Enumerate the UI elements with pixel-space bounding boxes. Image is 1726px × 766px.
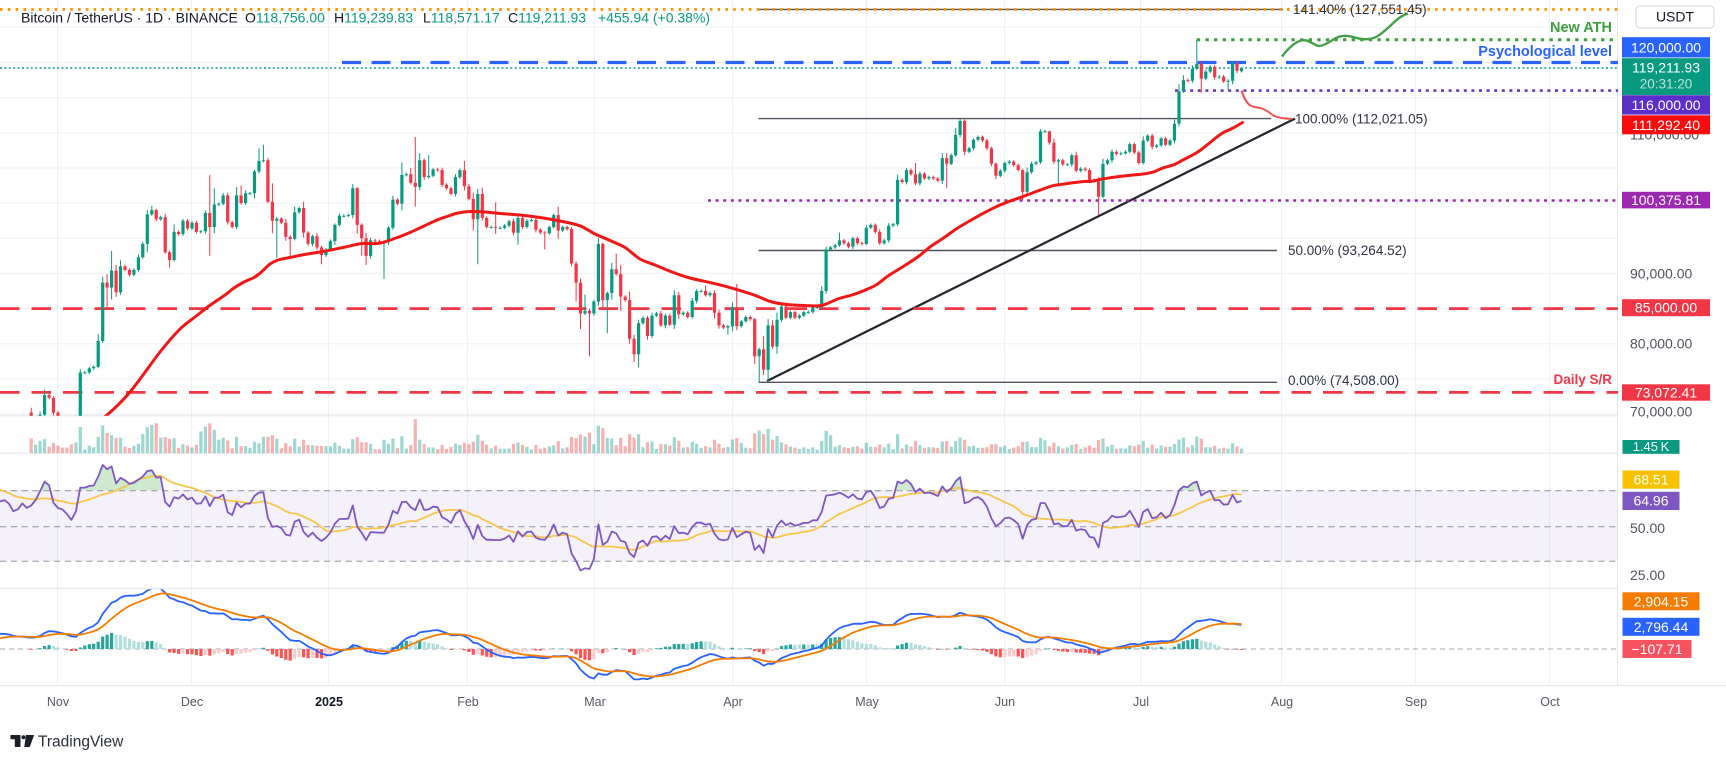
svg-text:100.00% (112,021.05): 100.00% (112,021.05) [1295,112,1428,127]
svg-text:Dec: Dec [181,695,203,709]
svg-text:2,796.44: 2,796.44 [1634,619,1689,635]
svg-text:−107.71: −107.71 [1632,641,1683,657]
svg-text:Mar: Mar [584,695,606,709]
svg-text:Daily S/R: Daily S/R [1553,372,1612,387]
svg-text:70,000.00: 70,000.00 [1630,404,1692,420]
svg-text:141.40% (127,551.45): 141.40% (127,551.45) [1293,2,1427,17]
svg-text:119,211.93: 119,211.93 [1632,60,1700,76]
svg-text:Sep: Sep [1405,695,1427,709]
svg-text:116,000.00: 116,000.00 [1631,97,1700,113]
svg-text:64.96: 64.96 [1633,493,1668,509]
svg-text:25.00: 25.00 [1630,567,1665,583]
svg-text:May: May [855,695,879,709]
svg-text:111,292.40: 111,292.40 [1632,117,1700,133]
svg-text:20:31:20: 20:31:20 [1640,77,1693,92]
svg-text:1.45 K: 1.45 K [1633,439,1670,454]
svg-text:Psychological level: Psychological level [1478,44,1612,60]
svg-text:120,000.00: 120,000.00 [1631,39,1701,55]
svg-text:Oct: Oct [1540,695,1560,709]
svg-text:73,072.41: 73,072.41 [1635,385,1697,401]
svg-text:USDT: USDT [1656,9,1695,25]
svg-text:Nov: Nov [47,695,70,709]
svg-text:Aug: Aug [1271,695,1293,709]
svg-text:Bitcoin / TetherUS · 1D · BINA: Bitcoin / TetherUS · 1D · BINANCE [21,10,238,26]
svg-text:90,000.00: 90,000.00 [1630,265,1692,281]
svg-text:2,904.15: 2,904.15 [1634,593,1689,609]
svg-text:50.00% (93,264.52): 50.00% (93,264.52) [1288,243,1407,258]
svg-text:85,000.00: 85,000.00 [1635,300,1697,316]
svg-text:Jul: Jul [1133,695,1149,709]
svg-text:Apr: Apr [723,695,742,709]
svg-text:0.00% (74,508.00): 0.00% (74,508.00) [1288,373,1399,388]
svg-text:TradingView: TradingView [38,734,124,751]
svg-text:New ATH: New ATH [1550,20,1612,36]
svg-text:50.00: 50.00 [1630,520,1665,536]
svg-text:80,000.00: 80,000.00 [1630,336,1692,352]
svg-text:2025: 2025 [315,695,343,709]
svg-text:68.51: 68.51 [1633,471,1668,487]
svg-text:100,375.81: 100,375.81 [1631,192,1701,208]
svg-text:Jun: Jun [995,695,1015,709]
svg-text:Feb: Feb [457,695,479,709]
